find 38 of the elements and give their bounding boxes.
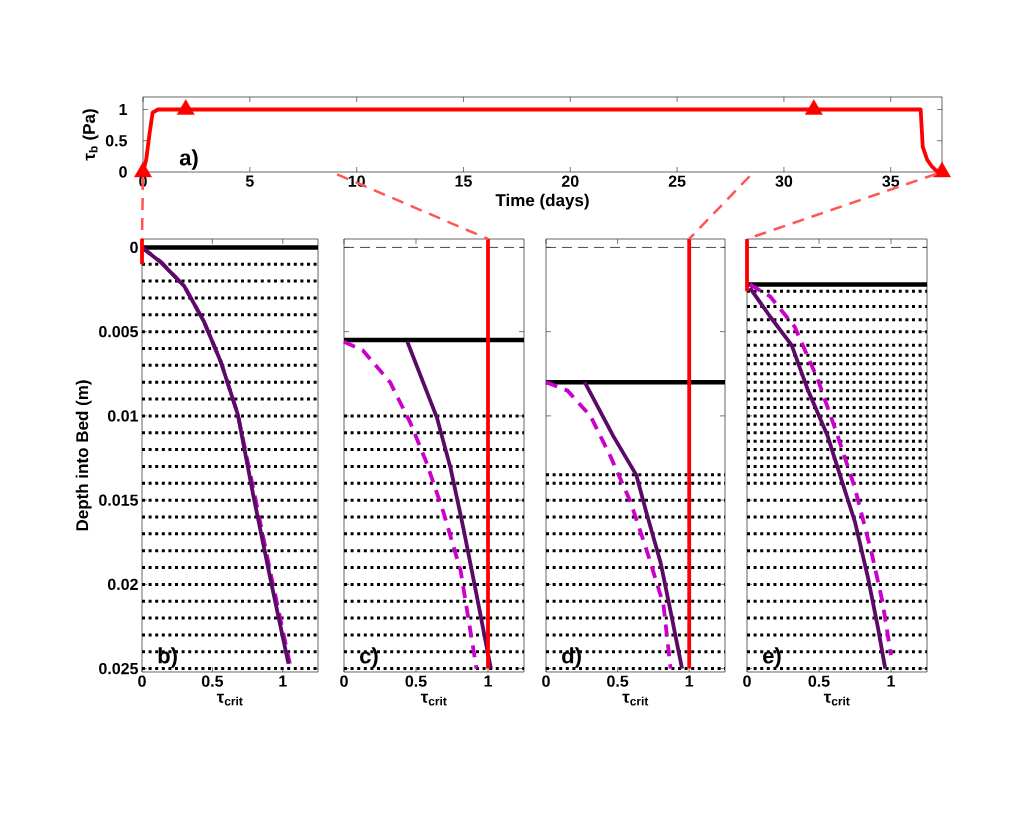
y-tick-label: 0.02 [107, 578, 138, 591]
y-tick-label: 0.5 [105, 135, 128, 147]
x-tick-label: 1 [484, 675, 493, 687]
x-tick-label: 25 [668, 175, 686, 187]
y-tick-label: 0.01 [107, 410, 139, 422]
y-tick-label: 0 [130, 241, 138, 254]
x-tick-label: 5 [245, 175, 254, 187]
x-tick-label: 1 [887, 675, 896, 687]
annotation: c) [360, 647, 378, 668]
annotation: a) [179, 149, 198, 170]
x-tick-label: 0.5 [201, 675, 224, 687]
x-tick-label: 0.5 [607, 675, 629, 687]
annotation: b) [158, 647, 177, 668]
x-tick-label: 35 [882, 175, 900, 187]
x-tick-label: 20 [561, 175, 579, 187]
x-tick-label: 0.5 [808, 675, 830, 687]
annotation: e) [763, 647, 781, 668]
y-axis-title: τ$_{b}$ (Pa) [82, 109, 99, 161]
x-tick-label: 1 [279, 675, 287, 687]
y-axis-title: Depth into Bed (m) [75, 380, 92, 531]
y-tick-label: 0.025 [99, 662, 139, 675]
x-axis-title: τ$_{crit}$ [420, 693, 447, 706]
x-axis-title: τ$_{crit}$ [823, 693, 850, 706]
x-tick-label: 15 [455, 175, 472, 187]
annotation: d) [562, 647, 581, 668]
y-tick-label: 0.015 [99, 494, 139, 506]
x-tick-label: 0 [743, 675, 751, 687]
y-tick-label: 0.005 [99, 326, 139, 338]
x-tick-label: 30 [775, 175, 793, 187]
x-tick-label: 1 [685, 675, 694, 687]
x-axis-title: Time (days) [495, 193, 589, 210]
y-tick-label: 1 [119, 103, 128, 115]
x-tick-label: 0 [340, 675, 348, 687]
x-tick-label: 0 [542, 675, 550, 687]
x-axis-title: τ$_{crit}$ [216, 693, 243, 706]
y-tick-label: 0 [119, 166, 127, 178]
x-axis-title: τ$_{crit}$ [622, 693, 649, 706]
x-tick-label: 0.5 [405, 675, 427, 687]
